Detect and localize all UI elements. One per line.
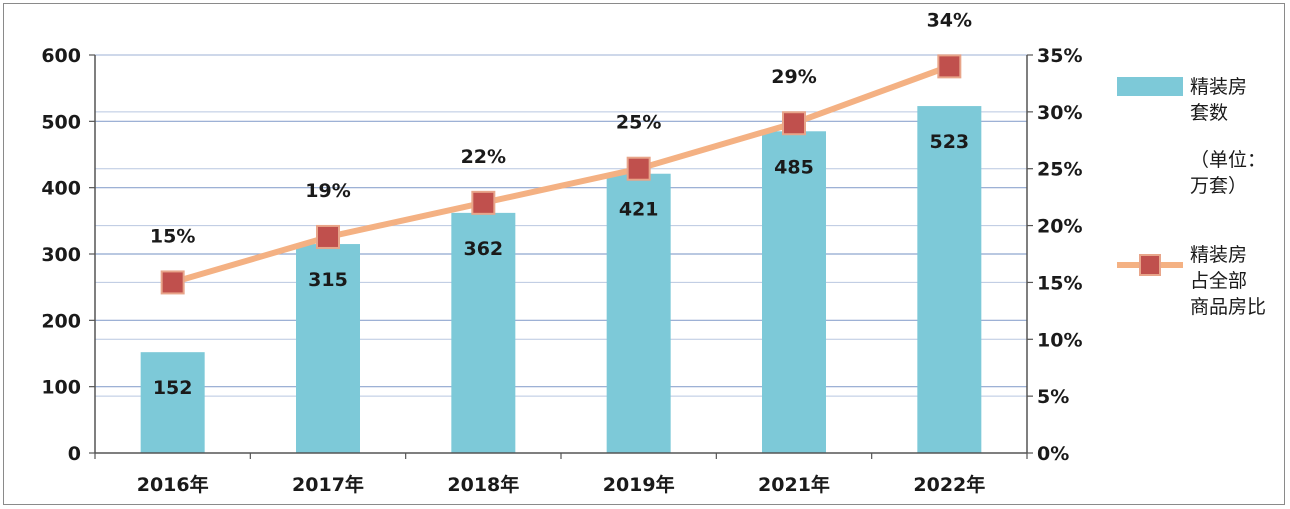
- bar: [451, 212, 516, 453]
- line-value-labels: 15% 19% 22% 25% 29% 34%: [150, 9, 972, 247]
- bar-value-label: 485: [774, 156, 814, 178]
- left-axis-ticks: 0 100 200 300 400 500 600: [41, 45, 95, 465]
- left-axis-tick-label: 500: [41, 111, 81, 133]
- legend-line-label-line: 精装房: [1190, 244, 1247, 266]
- x-axis-tick-label: 2021年: [758, 473, 830, 496]
- legend-bar-swatch: [1117, 77, 1183, 96]
- bar: [140, 352, 205, 453]
- bar-value-label: 421: [619, 199, 659, 221]
- x-axis-tick-label: 2019年: [603, 473, 675, 496]
- right-axis-tick-label: 15%: [1037, 272, 1082, 294]
- bar-value-label: 362: [463, 238, 503, 260]
- line-value-label: 29%: [771, 66, 816, 88]
- bar: [296, 244, 360, 453]
- bar: [917, 106, 982, 454]
- left-axis-tick-label: 300: [41, 244, 81, 266]
- right-axis-tick-label: 35%: [1037, 45, 1082, 67]
- legend-line-label-line: 占全部: [1190, 270, 1247, 292]
- line-series: [160, 54, 962, 295]
- legend-marker-swatch: [1139, 254, 1161, 276]
- legend-unit-line: 万套）: [1190, 175, 1247, 197]
- left-axis-tick-label: 200: [41, 310, 81, 332]
- right-axis-tick-label: 25%: [1037, 159, 1082, 181]
- legend-unit-line: （单位：: [1190, 149, 1266, 171]
- line-value-label: 19%: [305, 180, 350, 202]
- legend-bar-label-line: 精装房: [1190, 76, 1247, 98]
- line-value-label: 25%: [616, 112, 661, 134]
- x-axis-ticks: 2016年 2017年 2018年 2019年 2021年 2022年: [137, 473, 986, 496]
- x-axis-tick-label: 2018年: [447, 473, 519, 496]
- legend: 精装房 套数 （单位： 万套） 精装房 占全部 商品房比: [1117, 76, 1266, 318]
- bar: [762, 131, 826, 454]
- right-axis-ticks: 0% 5% 10% 15% 20% 25% 30% 35%: [1027, 45, 1082, 465]
- axes: [94, 55, 1028, 459]
- legend-line-label-line: 商品房比: [1190, 296, 1266, 318]
- grid-lines: [95, 54, 1027, 397]
- x-axis-tick-label: 2022年: [913, 473, 985, 496]
- line-marker: [782, 111, 806, 136]
- bar-series: [140, 106, 982, 454]
- line-value-label: 22%: [461, 146, 506, 168]
- bar: [606, 173, 671, 453]
- line-value-label: 34%: [927, 9, 972, 31]
- left-axis-tick-label: 600: [41, 45, 81, 67]
- right-axis-tick-label: 10%: [1037, 329, 1082, 351]
- legend-bar-label-line: 套数: [1190, 102, 1228, 124]
- left-axis-tick-label: 0: [68, 443, 81, 465]
- line-value-label: 15%: [150, 225, 195, 247]
- bar-value-label: 152: [153, 377, 193, 399]
- line-path: [169, 63, 953, 286]
- line-marker: [316, 224, 340, 249]
- line-marker: [471, 190, 496, 215]
- bar-value-label: 315: [308, 269, 348, 291]
- right-axis-tick-label: 5%: [1037, 386, 1069, 408]
- line-marker: [160, 270, 185, 295]
- line-marker: [937, 54, 962, 79]
- x-axis-tick-label: 2017年: [292, 473, 364, 496]
- right-axis-tick-label: 0%: [1037, 443, 1069, 465]
- right-axis-tick-label: 30%: [1037, 102, 1082, 124]
- left-axis-tick-label: 400: [41, 178, 81, 200]
- right-axis-tick-label: 20%: [1037, 216, 1082, 238]
- x-axis-tick-label: 2016年: [137, 473, 209, 496]
- line-marker: [626, 156, 651, 181]
- bar-value-label: 523: [929, 131, 969, 153]
- bar-value-labels: 152 315 362 421 485 523: [153, 131, 969, 399]
- left-axis-tick-label: 100: [41, 377, 81, 399]
